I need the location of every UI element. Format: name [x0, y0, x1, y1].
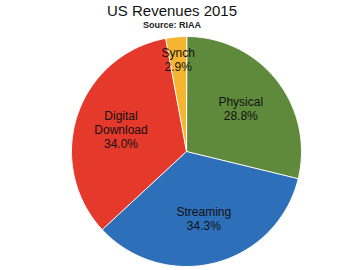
svg-text:Streaming34.3%: Streaming34.3%: [177, 205, 232, 233]
svg-text:Physical28.8%: Physical28.8%: [218, 95, 263, 123]
svg-text:DigitalDownload34.0%: DigitalDownload34.0%: [94, 109, 147, 151]
svg-text:Synch2.9%: Synch2.9%: [161, 46, 194, 74]
html-text:Source: RIAA: Source: RIAA: [143, 20, 201, 30]
html-text:US Revenues 2015: US Revenues 2015: [107, 2, 237, 19]
